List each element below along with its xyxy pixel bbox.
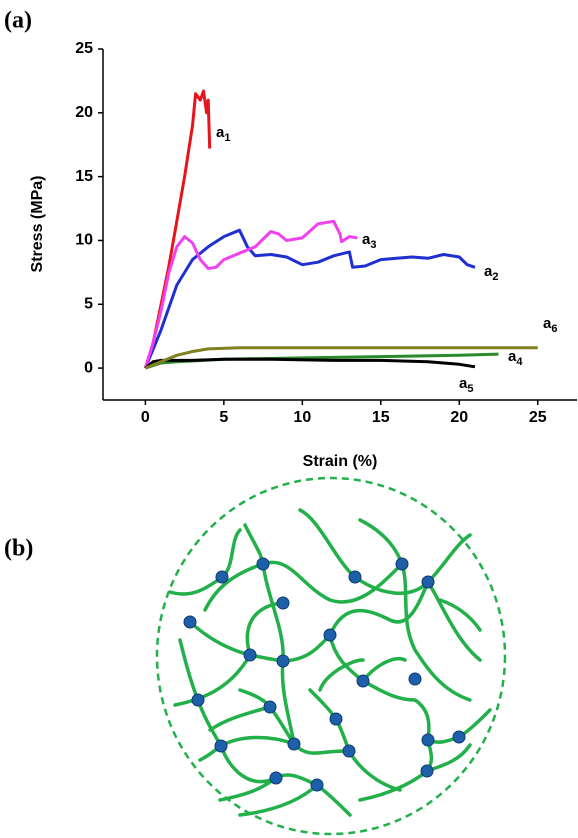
network-diagram xyxy=(155,476,507,836)
series-label-subscript: 5 xyxy=(467,383,473,395)
series-line xyxy=(144,357,476,370)
series-label-subscript: 1 xyxy=(224,132,230,144)
series-label-subscript: 4 xyxy=(516,356,523,368)
series-line xyxy=(143,219,358,369)
y-tick-label: 10 xyxy=(75,232,93,249)
series-label: a2 xyxy=(484,263,498,283)
series-label: a4 xyxy=(508,348,523,368)
series-line xyxy=(144,346,538,370)
series-label-subscript: 3 xyxy=(370,239,376,251)
polymer-chains xyxy=(168,508,492,817)
x-tick-label: 15 xyxy=(372,409,390,426)
y-tick-label: 20 xyxy=(75,104,93,121)
series-label: a6 xyxy=(543,315,557,335)
series-label-subscript: 2 xyxy=(492,271,498,283)
x-tick-label: 0 xyxy=(141,409,150,426)
y-tick-label: 15 xyxy=(75,168,93,185)
series-label: a5 xyxy=(459,375,473,395)
panel-label: (a) xyxy=(4,8,32,34)
y-tick-label: 25 xyxy=(75,40,93,57)
panel-label: (b) xyxy=(4,536,33,562)
series-line xyxy=(143,89,212,369)
y-axis-label: Stress (MPa) xyxy=(29,176,46,273)
series-label: a3 xyxy=(362,231,376,251)
y-tick-label: 0 xyxy=(84,359,93,376)
x-tick-label: 25 xyxy=(529,409,547,426)
series-label: a1 xyxy=(216,124,230,144)
crosslink-beads xyxy=(183,557,466,792)
x-tick-label: 20 xyxy=(450,409,468,426)
x-tick-label: 5 xyxy=(219,409,228,426)
series-label-subscript: 6 xyxy=(551,323,557,335)
y-tick-label: 5 xyxy=(84,295,93,312)
series-line xyxy=(144,228,476,369)
boundary-circle xyxy=(155,476,507,836)
x-tick-label: 10 xyxy=(293,409,311,426)
x-axis-label: Strain (%) xyxy=(303,453,378,470)
